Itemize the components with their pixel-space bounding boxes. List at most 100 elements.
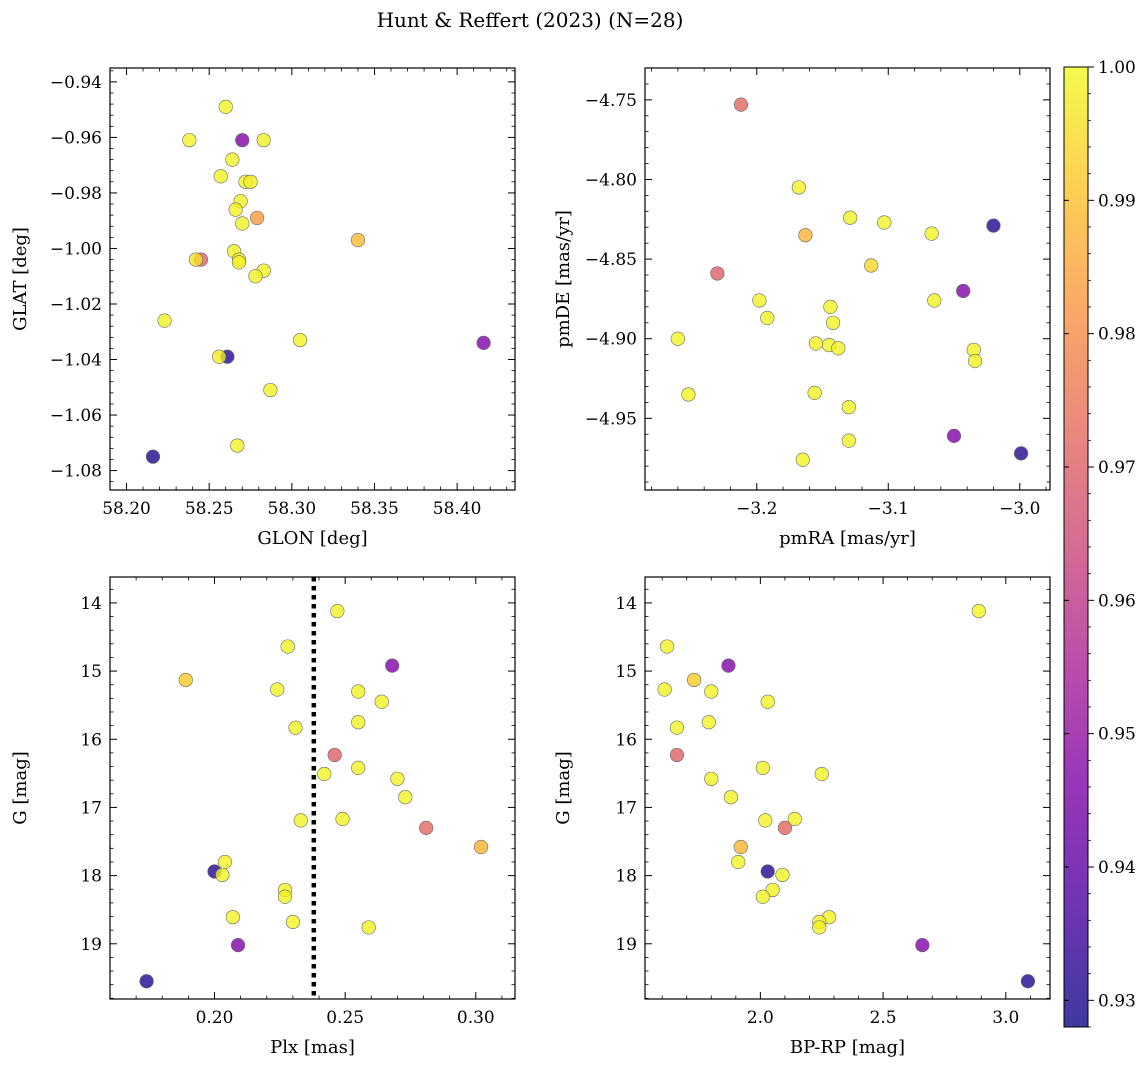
colorbar-gradient xyxy=(1063,66,1089,1028)
data-point xyxy=(277,889,293,904)
data-point xyxy=(669,720,685,735)
data-point xyxy=(248,269,263,284)
data-point xyxy=(263,382,278,398)
panel-bprp-g: 2.0 2.5 3.0 14 15 16 17 18 19 BP-RP [mag] G [mag] xyxy=(553,576,1051,1058)
x-tick-label: 58.20 xyxy=(102,499,151,519)
data-point xyxy=(1013,446,1029,461)
x-tick-label: 2.5 xyxy=(870,1008,897,1028)
data-point xyxy=(971,603,986,619)
scatter-points xyxy=(145,99,491,464)
y-axis-label: pmDE [mas/yr] xyxy=(553,210,574,348)
y-tick-label: 15 xyxy=(80,662,102,682)
data-point xyxy=(710,266,725,281)
x-tick-label: −3.2 xyxy=(736,499,777,519)
data-point xyxy=(374,694,389,709)
x-tick-label: 58.40 xyxy=(433,499,482,519)
data-point xyxy=(351,684,366,699)
scatter-points xyxy=(139,603,489,989)
y-tick-label: 16 xyxy=(80,730,102,750)
data-point xyxy=(250,210,265,226)
data-point xyxy=(864,258,879,273)
data-point xyxy=(814,766,829,782)
y-tick-label: 14 xyxy=(615,594,637,614)
x-tick-label: 0.30 xyxy=(457,1008,495,1028)
data-point xyxy=(473,839,489,855)
x-tick-label: 2.0 xyxy=(747,1008,774,1028)
x-tick-label: −3.0 xyxy=(999,499,1040,519)
data-point xyxy=(967,353,983,369)
colorbar-tick-label: 0.96 xyxy=(1098,591,1136,611)
y-tick-label: −1.00 xyxy=(50,239,102,259)
data-point xyxy=(986,218,1001,233)
data-point xyxy=(733,97,749,112)
x-tick-label: 0.20 xyxy=(196,1008,234,1028)
tick-group: 58.20 58.25 58.30 58.35 58.40 −1.08 −1.06 −1.04… xyxy=(50,68,515,519)
data-point xyxy=(225,152,240,167)
data-point xyxy=(385,658,400,673)
data-point xyxy=(476,335,491,350)
data-point xyxy=(235,216,250,231)
panel-pmra-pmde: −3.2 −3.1 −3.0 −4.95 −4.90 −4.85 −4.80 −4.75 pmR… xyxy=(553,67,1051,549)
data-point xyxy=(293,813,308,828)
data-point xyxy=(327,747,342,763)
data-point xyxy=(670,331,685,346)
y-tick-label: −4.80 xyxy=(585,170,637,190)
data-point xyxy=(280,639,295,654)
y-tick-label: 15 xyxy=(615,662,637,682)
data-point xyxy=(686,672,702,688)
data-point xyxy=(350,233,366,248)
y-tick-label: 18 xyxy=(80,867,102,887)
panel-glon-glat: 58.20 58.25 58.30 58.35 58.40 −1.08 −1.06 −1.04… xyxy=(10,67,516,549)
data-point xyxy=(145,449,161,464)
data-point xyxy=(419,820,434,835)
colorbar-ticks: 0.93 0.94 0.95 0.96 0.97 0.98 0.99 1.00 xyxy=(1064,58,1136,1028)
y-tick-label: 19 xyxy=(80,935,102,955)
y-tick-label: −0.98 xyxy=(50,184,102,204)
data-point xyxy=(398,790,413,805)
data-point xyxy=(777,820,793,835)
axes-frame xyxy=(644,576,1051,1000)
data-point xyxy=(825,315,841,330)
data-point xyxy=(927,293,942,308)
y-tick-label: 18 xyxy=(615,867,637,887)
x-tick-label: 58.30 xyxy=(268,499,317,519)
x-tick-label: 0.25 xyxy=(326,1008,364,1028)
data-point xyxy=(659,639,675,654)
data-point xyxy=(288,720,303,735)
data-point xyxy=(798,228,813,243)
x-tick-label: 58.25 xyxy=(185,499,234,519)
y-tick-label: 16 xyxy=(615,730,637,750)
data-point xyxy=(877,215,892,230)
data-point xyxy=(243,174,258,189)
data-point xyxy=(787,811,802,827)
data-point xyxy=(351,715,366,730)
data-point xyxy=(351,760,366,775)
data-point xyxy=(807,385,822,400)
y-tick-label: −0.96 xyxy=(50,128,102,148)
x-tick-label: 58.35 xyxy=(350,499,399,519)
data-point xyxy=(212,349,227,364)
y-tick-label: 17 xyxy=(80,798,102,818)
data-point xyxy=(256,133,271,148)
y-tick-label: 17 xyxy=(615,798,637,818)
axes-frame xyxy=(644,67,1051,491)
data-point xyxy=(231,255,247,270)
x-axis-label: pmRA [mas/yr] xyxy=(779,528,916,549)
y-tick-label: 19 xyxy=(615,935,637,955)
data-point xyxy=(760,864,775,879)
data-point xyxy=(808,336,824,351)
tick-group: 0.20 0.25 0.30 14 15 16 17 18 19 xyxy=(80,577,515,1028)
colorbar-tick-label: 0.98 xyxy=(1098,325,1136,345)
data-point xyxy=(704,684,719,699)
data-point xyxy=(723,790,739,805)
data-point xyxy=(956,283,971,299)
data-point xyxy=(775,867,790,883)
axes-frame xyxy=(109,67,516,491)
tick-group: −3.2 −3.1 −3.0 −4.95 −4.90 −4.85 −4.80 −4.75 xyxy=(585,67,1050,519)
data-point xyxy=(755,760,770,775)
y-axis-label: GLAT [deg] xyxy=(10,227,31,331)
x-axis-label: GLON [deg] xyxy=(257,528,367,549)
data-point xyxy=(795,452,810,467)
colorbar-tick-label: 0.99 xyxy=(1098,191,1136,211)
x-tick-label: 3.0 xyxy=(992,1008,1019,1028)
